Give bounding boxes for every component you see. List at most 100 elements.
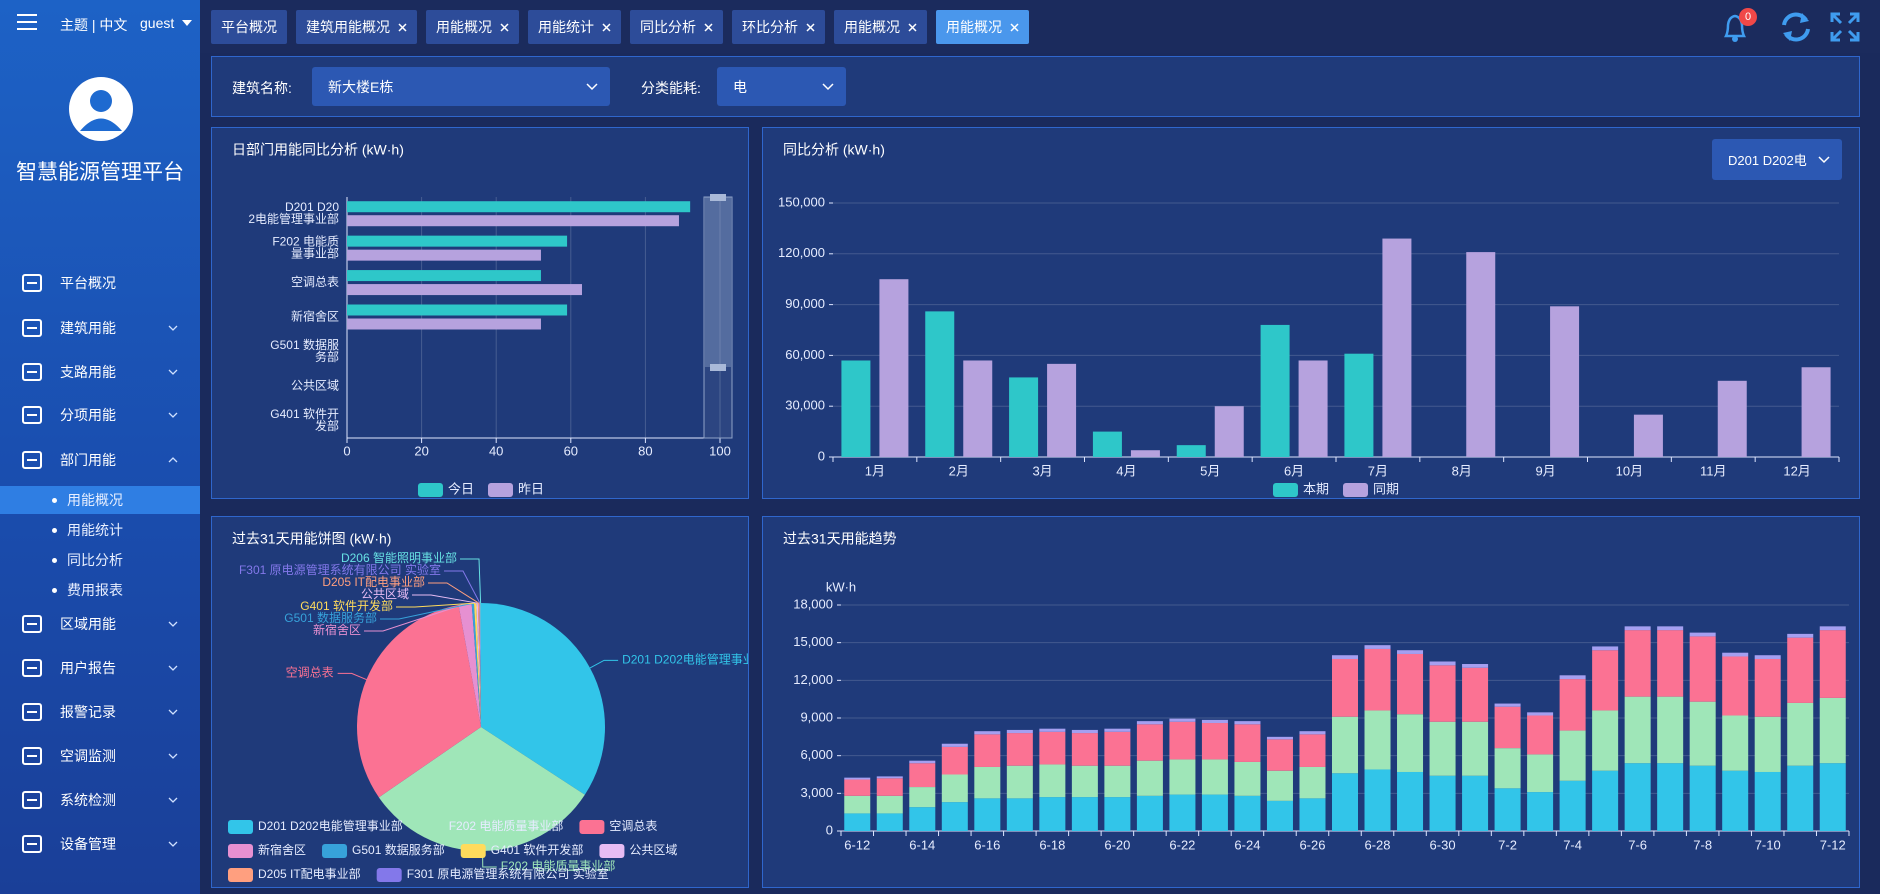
menu-item[interactable]: 部门用能 <box>0 440 200 480</box>
bar-segment <box>1722 652 1749 657</box>
y-tick-label: 18,000 <box>793 596 833 611</box>
legend-swatch <box>460 844 486 858</box>
bar-segment <box>1039 797 1066 831</box>
submenu-item[interactable]: 用能概况 <box>0 486 200 514</box>
legend-label: 新宿舍区 <box>258 842 306 857</box>
chart-title: 过去31天用能饼图 (kW·h) <box>232 531 391 547</box>
tab-close[interactable] <box>704 22 713 32</box>
building-select[interactable]: 新大楼E栋 <box>312 67 610 106</box>
tab-close[interactable] <box>908 22 917 32</box>
menu-item[interactable]: 区域用能 <box>0 604 200 644</box>
bar <box>1344 353 1374 457</box>
menu-toggle[interactable] <box>16 12 38 32</box>
menu-item[interactable]: 用户报告 <box>0 648 200 688</box>
close-shape <box>1010 22 1019 32</box>
chart-panel: 同比分析 (kW·h) 0 30,000 60,000 90,000 120,000 150… <box>762 127 1860 499</box>
user-name[interactable]: guest <box>140 15 175 31</box>
bar-segment <box>1462 721 1489 776</box>
x-tick-label: 6-30 <box>1430 837 1456 852</box>
refresh-button[interactable] <box>1780 11 1812 43</box>
slice-label: 空调总表 <box>286 666 334 680</box>
tab[interactable]: 同比分析 <box>630 10 723 44</box>
menu-item[interactable]: 系统检测 <box>0 780 200 820</box>
pie-slice <box>473 603 481 727</box>
tab-close[interactable] <box>806 22 815 32</box>
legend: 今日 昨日 <box>417 481 544 497</box>
legend: 本期 同期 <box>1272 481 1399 497</box>
menu-label: 部门用能 <box>60 452 116 468</box>
x-tick-label: 6-26 <box>1299 837 1325 852</box>
submenu-item[interactable]: 同比分析 <box>0 546 200 574</box>
y-tick-label: D201 D20 2电能管理事业部 <box>248 200 339 226</box>
menu-item[interactable]: 分项用能 <box>0 395 200 435</box>
zoom-handle[interactable] <box>710 194 726 201</box>
tab[interactable]: 用能统计 <box>528 10 621 44</box>
menu-item[interactable]: 建筑用能 <box>0 308 200 348</box>
notification-bell[interactable] <box>1718 10 1754 46</box>
submenu-item[interactable]: 用能统计 <box>0 516 200 544</box>
chart-panel: 日部门用能同比分析 (kW·h) 0 20 40 60 80 100 D201 D20 2电能管… <box>211 127 749 499</box>
bullet <box>52 587 57 593</box>
legend-swatch <box>579 820 605 834</box>
tab[interactable]: 平台概况 <box>211 10 287 44</box>
bar-segment <box>1429 661 1456 666</box>
tab-close[interactable] <box>398 22 407 32</box>
tab-close[interactable] <box>1010 22 1019 32</box>
y-tick-label: 12,000 <box>793 672 833 687</box>
pie-slice <box>479 603 481 727</box>
zoom-window <box>705 197 731 367</box>
bar-segment <box>1169 794 1196 831</box>
bar-segment <box>1819 763 1846 831</box>
tab[interactable]: 用能概况 <box>426 10 519 44</box>
menu-item[interactable]: 报警记录 <box>0 692 200 732</box>
chevron <box>168 665 178 671</box>
theme-language[interactable]: 主题 | 中文 <box>60 17 128 33</box>
bar-segment <box>1527 754 1554 793</box>
icon-shape <box>22 615 42 633</box>
y-tick-label: 90,000 <box>785 296 825 311</box>
legend-swatch <box>376 868 402 882</box>
close-shape <box>908 22 917 32</box>
bar-segment <box>1787 637 1814 703</box>
bullet <box>52 557 57 563</box>
menu-item[interactable]: 设备管理 <box>0 824 200 864</box>
legend-swatch <box>228 820 253 834</box>
bar-segment <box>1624 626 1651 631</box>
bar-segment <box>844 779 871 796</box>
tab[interactable]: 建筑用能概况 <box>296 10 417 44</box>
y-tick-label: 空调总表 <box>291 275 339 289</box>
tab[interactable]: 用能概况 <box>834 10 927 44</box>
leader-line <box>396 602 476 608</box>
chevron <box>168 797 178 803</box>
bar-segment <box>1689 701 1716 766</box>
y-tick-label: 0 <box>826 822 833 837</box>
bar-segment <box>1364 645 1391 649</box>
submenu-item[interactable]: 费用报表 <box>0 576 200 604</box>
menu-item[interactable]: 空调监测 <box>0 736 200 776</box>
fullscreen-button[interactable] <box>1830 12 1860 42</box>
menu-item[interactable]: 平台概况 <box>0 263 200 303</box>
bar-segment <box>1722 656 1749 716</box>
bar-segment <box>1006 729 1033 734</box>
legend-swatch <box>599 844 625 858</box>
tab[interactable]: 用能概况 <box>936 10 1029 44</box>
tab-label: 同比分析 <box>640 19 696 35</box>
zoom-handle[interactable] <box>710 364 726 371</box>
y-tick-label: 150,000 <box>778 194 825 209</box>
legend-label: F301 原电源管理系统有限公司 实验室 <box>407 866 609 881</box>
menu-item[interactable]: 支路用能 <box>0 352 200 392</box>
bar <box>1176 445 1206 457</box>
close-shape <box>500 22 509 32</box>
bar-segment <box>909 760 936 764</box>
tab-close[interactable] <box>500 22 509 32</box>
bar-segment <box>1527 715 1554 755</box>
tab[interactable]: 环比分析 <box>732 10 825 44</box>
category-select[interactable]: 电 <box>717 67 846 106</box>
tab-close[interactable] <box>602 22 611 32</box>
bar-segment <box>1201 759 1228 795</box>
series-select[interactable]: D201 D202电 <box>1712 139 1842 180</box>
menu-icon <box>22 615 42 633</box>
filter-label: 分类能耗: <box>641 80 701 96</box>
bar <box>879 279 909 457</box>
